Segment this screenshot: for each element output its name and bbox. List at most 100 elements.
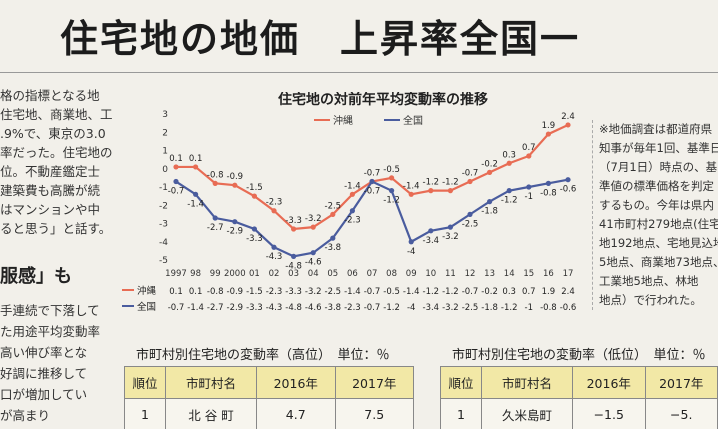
table-row-value: 0.3 <box>502 287 516 297</box>
data-point <box>389 188 395 194</box>
table-row-value: -3.3 <box>246 303 263 313</box>
data-label: 0.1 <box>189 154 203 164</box>
data-label: -1.2 <box>383 196 400 206</box>
data-point <box>526 153 532 159</box>
table-row-value: 0.1 <box>169 287 183 297</box>
col-rank-header: 順位 <box>124 366 166 399</box>
data-label: -3.3 <box>285 216 302 226</box>
data-label: -1.2 <box>442 178 459 188</box>
table-row-value: -1.2 <box>423 287 440 297</box>
data-label: -0.7 <box>462 169 479 179</box>
left-text-line: 率だった。住宅地の <box>0 145 113 160</box>
table-row-value: -0.8 <box>540 303 557 313</box>
col-name-header: 市町村名 <box>165 366 257 399</box>
data-point <box>251 226 257 232</box>
table-row-value: -3.8 <box>325 303 342 313</box>
table-row-name: 沖縄 <box>137 285 157 297</box>
chart-title: 住宅地の対前年平均変動率の推移 <box>278 92 488 108</box>
x-tick-label: 99 <box>210 269 221 279</box>
x-tick-label: 06 <box>347 269 358 279</box>
data-point <box>291 226 297 232</box>
data-label: 0.1 <box>169 154 183 164</box>
data-point <box>310 250 316 256</box>
data-label: -2.7 <box>207 223 224 233</box>
right-note-column: ※地価調査は都道府県 知事が毎年1回、基準日 （7月1日）時点の、基 準値の標準… <box>592 120 718 310</box>
note-line: 地点）で行われた。 <box>599 293 702 307</box>
table-row-value: 0.7 <box>522 287 536 297</box>
data-point <box>447 188 453 194</box>
table-row-value: -4.8 <box>285 303 302 313</box>
table-row: 1 久米島町 −1.5 −5. <box>440 398 718 429</box>
data-point <box>526 184 532 190</box>
table-row-value: -0.6 <box>560 303 577 313</box>
col-2016-header: 2016年 <box>256 366 336 399</box>
data-label: -4.6 <box>305 258 322 268</box>
table-row-value: 0.1 <box>189 287 203 297</box>
left-text-line: 好調に推移して <box>0 366 88 381</box>
data-point <box>251 193 257 199</box>
data-label: -1.4 <box>403 181 420 191</box>
data-label: -1.4 <box>344 181 361 191</box>
x-tick-label: 09 <box>406 269 417 279</box>
table-row-value: -2.3 <box>266 287 283 297</box>
table-row-value: -3.2 <box>305 287 322 297</box>
data-point <box>369 178 375 185</box>
data-label: -0.7 <box>168 187 185 197</box>
data-point <box>330 211 336 217</box>
note-line: 5地点、商業地73地点、 <box>599 255 718 269</box>
value-2016-cell: −1.5 <box>572 398 646 429</box>
name-cell: 北 谷 町 <box>165 398 257 429</box>
rank-cell: 1 <box>440 398 482 429</box>
table-low-title: 市町村別住宅地の変動率（低位） 単位：％ <box>452 348 706 363</box>
data-point <box>173 164 179 170</box>
data-label: -3.8 <box>325 243 342 253</box>
x-tick-label: 03 <box>288 269 299 279</box>
col-name-header: 市町村名 <box>481 366 573 399</box>
table-row-value: -2.9 <box>227 303 244 313</box>
table-high: 順位 市町村名 2016年 2017年 1 北 谷 町 4.7 7.5 <box>124 366 414 429</box>
x-tick-label: 13 <box>484 269 495 279</box>
left-text-line: ると思う」と話す。 <box>0 221 112 236</box>
table-row-value: -2.5 <box>325 287 342 297</box>
x-tick-label: 15 <box>523 269 534 279</box>
y-tick-label: -5 <box>159 256 168 266</box>
x-tick-label: 12 <box>465 269 476 279</box>
left-text-line: .9%で、東京の3.0 <box>0 126 106 141</box>
data-point <box>565 122 571 128</box>
x-tick-label: 1997 <box>165 269 187 279</box>
left-text-line: 住宅地、商業地、工 <box>0 107 113 122</box>
data-label: 1.9 <box>542 121 556 131</box>
data-label: -1.5 <box>246 183 263 193</box>
headline-rule <box>0 72 718 73</box>
data-label: -2.3 <box>266 198 283 208</box>
note-line: 41市町村279地点(住宅 <box>599 217 718 231</box>
left-text-line: 建築費も高騰が続 <box>0 183 101 198</box>
data-point <box>232 182 238 188</box>
value-2017-cell: 7.5 <box>334 398 414 429</box>
data-point <box>349 208 355 214</box>
left-subheading: 服感」も <box>0 266 72 287</box>
legend-label: 全国 <box>403 114 423 127</box>
table-row-value: -1.2 <box>501 303 518 313</box>
data-label: -1 <box>525 192 533 202</box>
name-cell: 久米島町 <box>481 398 573 429</box>
data-label: -0.9 <box>227 172 244 182</box>
y-tick-label: 2 <box>162 128 168 138</box>
table-row-value: -2.5 <box>462 303 479 313</box>
y-tick-label: 1 <box>162 147 168 157</box>
data-point <box>232 219 238 225</box>
legend-label: 沖縄 <box>333 114 353 127</box>
data-point <box>428 188 434 194</box>
data-point <box>173 178 179 185</box>
note-line: ※地価調査は都道府県 <box>599 122 713 136</box>
note-line: 工業地5地点、林地 <box>599 274 699 288</box>
table-row-value: -0.7 <box>364 287 381 297</box>
data-point <box>467 211 473 217</box>
value-2016-cell: 4.7 <box>256 398 336 429</box>
x-tick-label: 10 <box>425 269 436 279</box>
x-tick-label: 07 <box>367 269 378 279</box>
data-point <box>408 191 414 197</box>
y-tick-label: -2 <box>159 201 168 211</box>
data-point <box>428 228 434 234</box>
x-tick-label: 02 <box>269 269 280 279</box>
